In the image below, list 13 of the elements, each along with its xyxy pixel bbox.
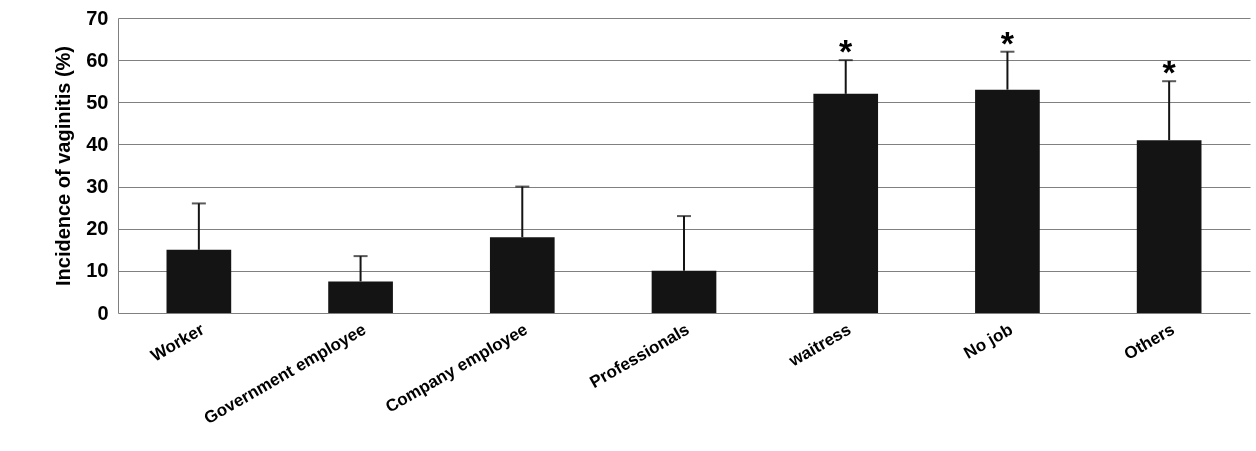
x-tick-label: No job [960, 319, 1016, 363]
annotation: * [839, 32, 854, 71]
annotation: * [1162, 53, 1177, 92]
y-tick-label: 60 [86, 48, 109, 71]
y-tick-label: 40 [86, 132, 109, 155]
y-tick-label: 0 [97, 301, 109, 324]
y-tick-label: 10 [86, 259, 109, 282]
y-tick-label: 30 [86, 175, 109, 198]
y-axis-title: Incidence of vaginitis (%) [52, 45, 75, 287]
y-tick-label: 70 [86, 6, 109, 29]
y-tick-label: 20 [86, 217, 109, 240]
annotation: * [1000, 23, 1015, 62]
y-tick-label: 50 [86, 90, 109, 113]
